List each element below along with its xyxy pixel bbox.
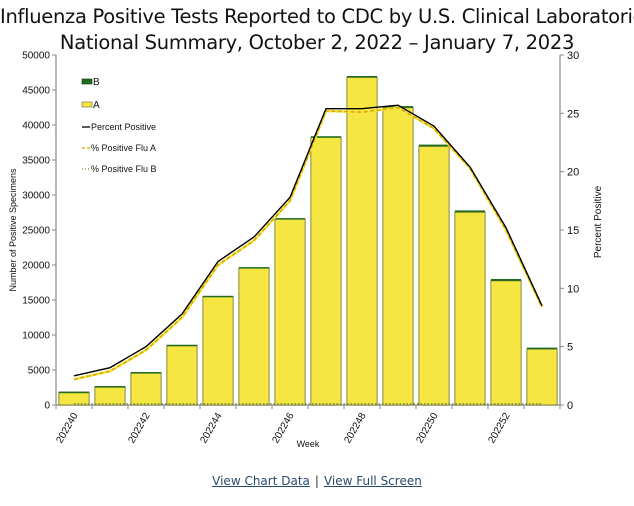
bar-flu-a bbox=[418, 145, 450, 406]
x-tick-label: 202240 bbox=[54, 411, 80, 446]
legend-label: Percent Positive bbox=[91, 122, 156, 132]
bar-flu-a bbox=[238, 267, 270, 406]
x-tick-label: 202252 bbox=[486, 411, 512, 446]
bar-flu-a bbox=[58, 391, 90, 406]
bar-flu-b bbox=[274, 218, 306, 220]
bars bbox=[58, 76, 558, 406]
bar-flu-b bbox=[346, 76, 378, 78]
y2-tick-label: 30 bbox=[567, 50, 579, 62]
y-tick-label: 35000 bbox=[22, 156, 50, 167]
y-axis-title: Number of Positive Specimens bbox=[8, 168, 18, 292]
chart-svg: 0 5000 10000 15000 20000 25000 30000 35000 40000… bbox=[8, 50, 604, 449]
y-tick-label: 25000 bbox=[22, 226, 50, 237]
bar-flu-b bbox=[418, 144, 450, 147]
x-tick-label: 202244 bbox=[198, 411, 224, 446]
legend-label: % Positive Flu B bbox=[91, 164, 157, 174]
lines bbox=[73, 104, 544, 405]
link-separator: | bbox=[314, 474, 319, 488]
bar-flu-a bbox=[346, 77, 378, 406]
bar-flu-b bbox=[94, 386, 126, 388]
y2-tick-label: 20 bbox=[567, 167, 579, 179]
bar-flu-b bbox=[202, 295, 234, 298]
bar-flu-a bbox=[490, 280, 522, 406]
bar-flu-a bbox=[274, 218, 306, 406]
bar-flu-b bbox=[238, 267, 270, 269]
y2-tick-label: 25 bbox=[567, 108, 579, 120]
y2-tick-label: 10 bbox=[567, 283, 579, 295]
bar-flu-a bbox=[382, 107, 414, 406]
bar-flu-b bbox=[130, 372, 162, 374]
footer-links: View Chart Data | View Full Screen bbox=[0, 474, 634, 488]
bar-flu-a bbox=[310, 136, 342, 406]
bar-flu-a bbox=[94, 386, 126, 406]
legend-swatch-a bbox=[81, 101, 93, 108]
x-tick-label: 202246 bbox=[270, 411, 296, 446]
bar-flu-a bbox=[166, 344, 198, 406]
y-tick-label: 20000 bbox=[22, 261, 50, 272]
x-axis-title: Week bbox=[297, 439, 320, 449]
y-tick-label: 30000 bbox=[22, 191, 50, 202]
bar-flu-a bbox=[454, 211, 486, 406]
bar-flu-b bbox=[490, 279, 522, 281]
y2-tick-label: 15 bbox=[567, 225, 579, 237]
legend: B A Percent Positive % Positive Flu A % Posi… bbox=[81, 77, 157, 174]
legend-label: A bbox=[93, 100, 100, 111]
y-tick-label: 45000 bbox=[22, 86, 50, 97]
bar-flu-b bbox=[526, 347, 558, 350]
bar-flu-b bbox=[58, 391, 90, 394]
chart-title: Influenza Positive Tests Reported to CDC… bbox=[0, 4, 634, 56]
y-tick-label: 0 bbox=[44, 401, 50, 412]
y-tick-label: 50000 bbox=[22, 51, 50, 62]
y-tick-label: 10000 bbox=[22, 331, 50, 342]
x-tick-label: 202248 bbox=[342, 411, 368, 446]
legend-label: % Positive Flu A bbox=[91, 143, 156, 153]
bar-flu-a bbox=[202, 296, 234, 406]
view-chart-data-link[interactable]: View Chart Data bbox=[212, 474, 310, 488]
bar-flu-b bbox=[454, 210, 486, 213]
x-tick-label: 202250 bbox=[414, 411, 440, 446]
chart-title-line-2: National Summary, October 2, 2022 – Janu… bbox=[59, 31, 575, 54]
line-percent-positive-flu-a bbox=[73, 106, 543, 381]
y-tick-label: 15000 bbox=[22, 296, 50, 307]
bar-flu-a bbox=[526, 348, 558, 406]
view-full-screen-link[interactable]: View Full Screen bbox=[323, 474, 422, 488]
chart-title-line-1: Influenza Positive Tests Reported to CDC… bbox=[0, 5, 634, 28]
y2-tick-label: 0 bbox=[567, 400, 573, 412]
y2-tick-label: 5 bbox=[567, 342, 573, 354]
line-percent-positive bbox=[73, 104, 543, 377]
legend-swatch-b bbox=[81, 78, 93, 85]
bar-flu-b bbox=[166, 344, 198, 347]
y-tick-label: 5000 bbox=[28, 366, 51, 377]
legend-label: B bbox=[93, 77, 100, 88]
x-tick-label: 202242 bbox=[126, 411, 152, 446]
y-tick-label: 40000 bbox=[22, 121, 50, 132]
y2-axis-title: Percent Positive bbox=[593, 185, 604, 258]
bar-flu-a bbox=[130, 372, 162, 406]
bar-flu-b bbox=[310, 136, 342, 138]
